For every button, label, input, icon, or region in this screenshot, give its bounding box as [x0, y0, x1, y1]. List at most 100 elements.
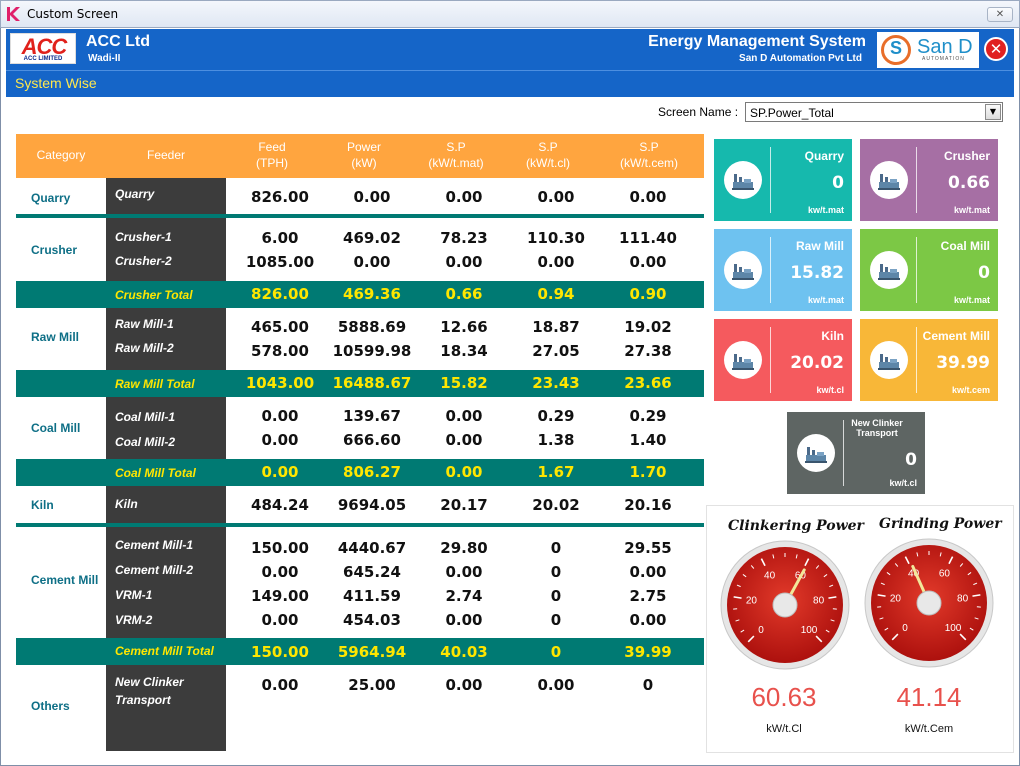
- cell-value: 18.87: [532, 318, 580, 336]
- card-divider: [770, 327, 771, 393]
- cell-value: 20.02: [532, 496, 580, 514]
- header-unit: (TPH): [256, 156, 288, 170]
- total-value: 0: [550, 643, 562, 661]
- sand-logo-ring: [881, 35, 911, 65]
- total-value: 16488.67: [332, 374, 412, 392]
- total-value: 23.66: [624, 374, 672, 392]
- total-value: 0.90: [629, 285, 667, 303]
- cell-value: 0.00: [629, 253, 667, 271]
- gauge-tick: [894, 563, 899, 567]
- plant-icon: [805, 447, 827, 463]
- gauge-tick: [877, 594, 886, 597]
- card-unit: kw/t.cem: [951, 385, 990, 395]
- acc-logo-text: ACC: [21, 34, 68, 59]
- total-value: 0.66: [445, 285, 483, 303]
- chevron-down-icon[interactable]: ▼: [985, 104, 1001, 120]
- cell-value: 0: [642, 676, 654, 694]
- header-line: Category: [36, 148, 86, 162]
- cell-value: 4440.67: [337, 539, 407, 557]
- table-header-cell: Category: [16, 147, 106, 163]
- table-header-cell: S.P (kW/t.cl): [502, 139, 594, 171]
- gauge-hub: [772, 592, 798, 618]
- sp-card[interactable]: Kiln 20.02 kw/t.cl: [714, 319, 852, 401]
- cell-value: 139.67: [343, 407, 401, 425]
- card-name: Kiln: [821, 329, 844, 343]
- feeder-label: Coal Mill-1: [115, 410, 176, 424]
- card-unit: kw/t.mat: [953, 295, 990, 305]
- gauge-tick: [939, 552, 942, 557]
- feeder-label: New Clinker: [115, 675, 184, 689]
- table-header-cell: Feed (TPH): [226, 139, 318, 171]
- gauge-tick-label: 100: [801, 625, 818, 636]
- gauge-tick-label: 20: [746, 596, 758, 607]
- acc-logo-sub: ACC LIMITED: [23, 56, 63, 62]
- cell-value: 411.59: [343, 587, 401, 605]
- gauge-tick-label: 0: [902, 623, 908, 634]
- gauge-tick: [760, 558, 766, 567]
- window-close-button[interactable]: ✕: [987, 7, 1013, 22]
- cell-value: 12.66: [440, 318, 488, 336]
- plant-icon-badge: [797, 434, 835, 472]
- category-label: Cement Mill: [31, 573, 99, 587]
- card-unit: kw/t.cl: [889, 478, 917, 488]
- gauge-tick: [742, 574, 747, 578]
- cell-value: 0.00: [261, 407, 299, 425]
- cell-value: 0.00: [537, 676, 575, 694]
- screen-name-select[interactable]: SP.Power_Total: [745, 102, 1003, 122]
- card-value: 0: [832, 173, 844, 193]
- total-value: 5964.94: [337, 643, 407, 661]
- total-value: 806.27: [343, 463, 401, 481]
- category-label: Coal Mill: [31, 421, 81, 435]
- cell-value: 6.00: [261, 229, 299, 247]
- header-unit: (kW/t.mat): [428, 156, 484, 170]
- cell-value: 1.40: [629, 431, 667, 449]
- category-label: Others: [31, 699, 70, 713]
- sp-card[interactable]: Quarry 0 kw/t.mat: [714, 139, 852, 221]
- plant-icon: [878, 174, 900, 190]
- cell-value: 2.75: [629, 587, 667, 605]
- gauge-tick: [886, 572, 891, 576]
- total-value: 0.00: [261, 463, 299, 481]
- total-value: 1.67: [537, 463, 575, 481]
- total-value: 1.70: [629, 463, 667, 481]
- total-label: Coal Mill Total: [115, 466, 196, 480]
- plant-icon: [732, 174, 754, 190]
- total-value: 15.82: [440, 374, 488, 392]
- gauge-tick-label: 100: [945, 623, 962, 634]
- card-name: Cement Mill: [922, 329, 990, 343]
- sp-card[interactable]: Coal Mill 0 kw/t.mat: [860, 229, 998, 311]
- sp-card[interactable]: Crusher 0.66 kw/t.mat: [860, 139, 998, 221]
- total-label: Cement Mill Total: [115, 644, 214, 658]
- plant-icon-badge: [724, 341, 762, 379]
- feeder-label: VRM-1: [115, 588, 153, 602]
- gauge-tick: [959, 563, 964, 567]
- card-divider: [770, 147, 771, 213]
- sp-card[interactable]: Cement Mill 39.99 kw/t.cem: [860, 319, 998, 401]
- gauge-tick-label: 40: [908, 569, 920, 580]
- cell-value: 0.00: [445, 188, 483, 206]
- system-title: Energy Management System: [648, 33, 866, 50]
- cell-value: 27.38: [624, 342, 672, 360]
- plant-icon: [878, 354, 900, 370]
- gauge-tick: [747, 635, 755, 643]
- sp-card[interactable]: New Clinker Transport 0 kw/t.cl: [787, 412, 925, 494]
- card-name: New Clinker Transport: [851, 418, 903, 438]
- cell-value: 0.00: [629, 563, 667, 581]
- gauge-value: 41.14: [896, 682, 962, 712]
- window-titlebar[interactable]: Custom Screen ✕: [0, 0, 1020, 28]
- gauge-tick: [815, 635, 823, 643]
- gauge-tick: [830, 619, 835, 622]
- row-separator: [16, 214, 704, 218]
- cell-value: 0.00: [629, 611, 667, 629]
- header-line: Feeder: [146, 148, 186, 162]
- sand-logo-s: S: [890, 38, 903, 58]
- cell-value: 454.03: [343, 611, 401, 629]
- cell-value: 0.00: [353, 253, 391, 271]
- header-line: S.P: [639, 140, 659, 154]
- feeder-label: Transport: [115, 693, 171, 707]
- sp-card[interactable]: Raw Mill 15.82 kw/t.mat: [714, 229, 852, 311]
- sand-logo-text: San D: [917, 36, 973, 58]
- app-close-icon[interactable]: ✕: [984, 37, 1008, 61]
